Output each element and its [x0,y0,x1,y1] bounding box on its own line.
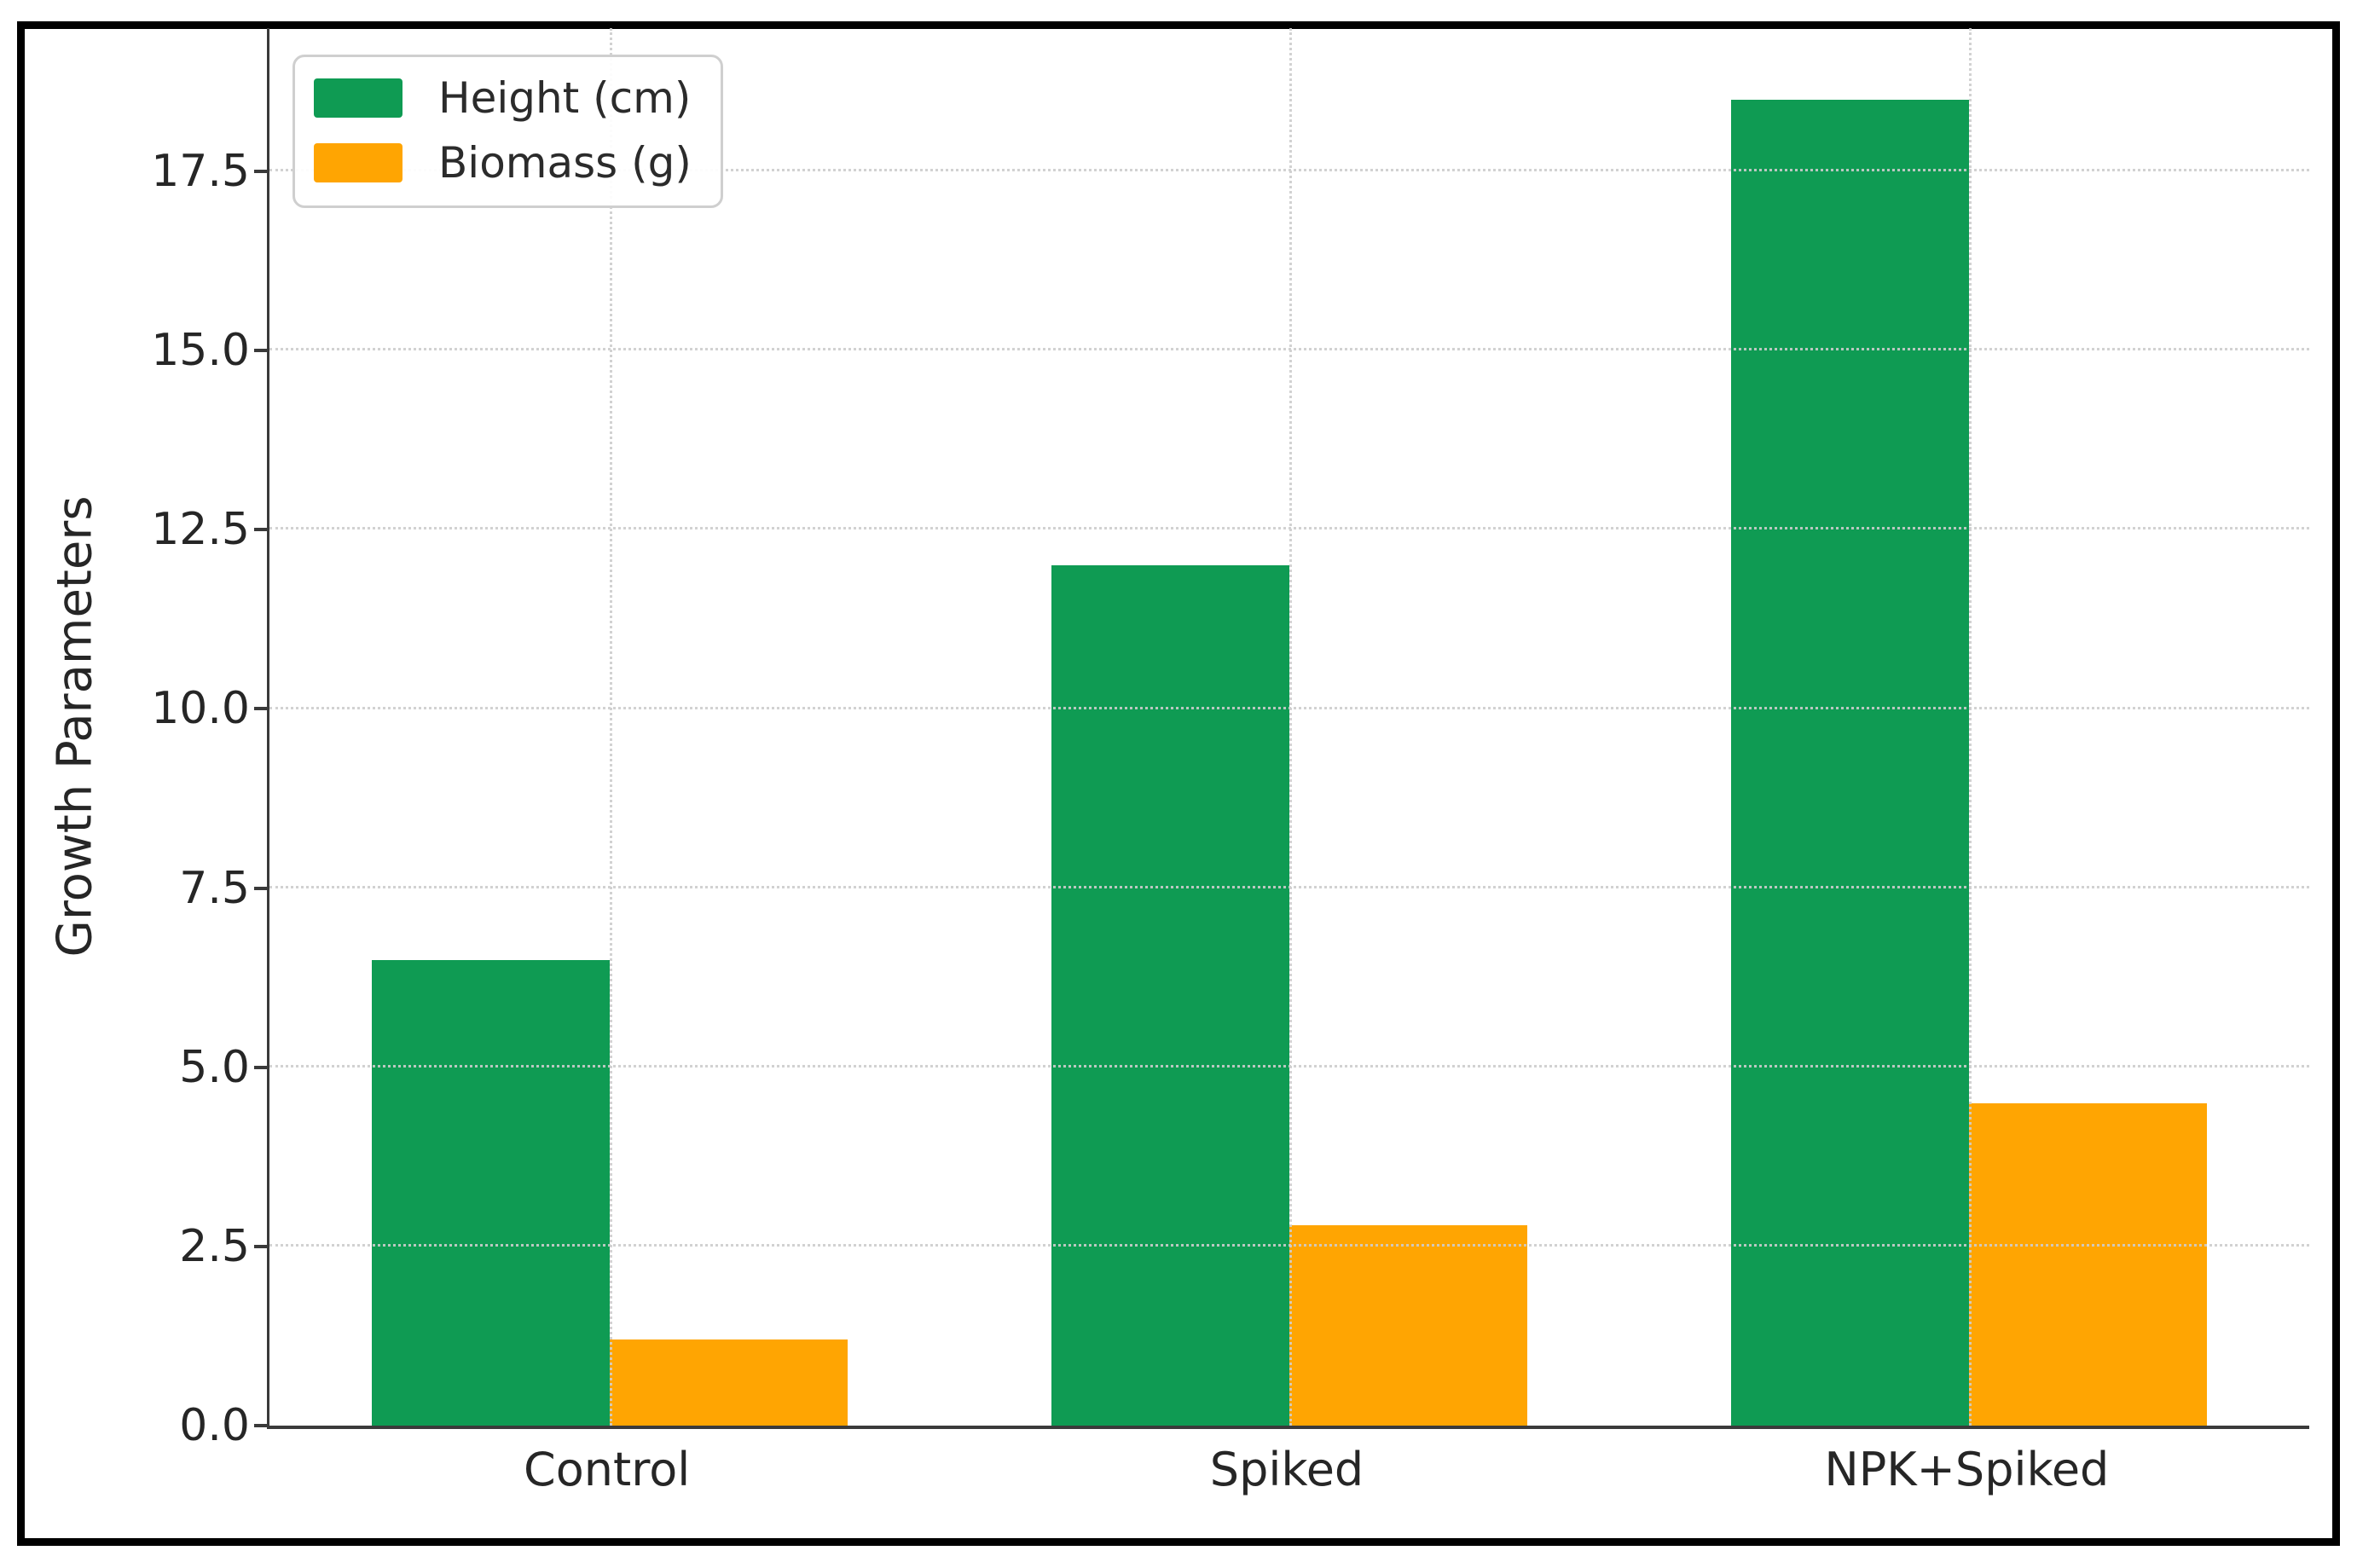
x-tick-label: NPK+Spiked [1824,1443,2110,1496]
legend-entry-height: Height (cm) [314,74,692,122]
legend-entry-biomass: Biomass (g) [314,139,692,187]
bar-biomass-g-spiked [1289,1224,1528,1426]
x-tick-label: Control [524,1443,691,1496]
y-tick-mark [254,170,268,174]
x-gridline [1289,28,1292,1426]
legend-label-height-cm: Height (cm) [438,73,692,123]
y-tick-label: 7.5 [179,862,250,914]
figure-border-frame [17,21,2340,1546]
y-tick-label: 0.0 [179,1400,250,1451]
bar-height-cm-spiked [1051,565,1289,1426]
legend-swatch-biomass-g [314,143,402,182]
y-tick-label: 5.0 [179,1041,250,1093]
y-tick-mark [254,349,268,353]
y-tick-label: 10.0 [151,683,250,735]
y-tick-mark [254,528,268,532]
y-tick-mark [254,1065,268,1069]
x-tick-label: Spiked [1209,1443,1364,1496]
y-tick-mark [254,886,268,890]
y-tick-label: 15.0 [151,325,250,377]
legend: Height (cm) Biomass (g) [292,55,723,208]
x-gridline [1969,28,1972,1426]
bar-biomass-g-control [609,1339,848,1426]
y-tick-mark [254,707,268,711]
plot-area [267,28,2309,1429]
y-tick-label: 12.5 [151,504,250,556]
y-tick-label: 2.5 [179,1220,250,1272]
legend-label-biomass-g: Biomass (g) [438,138,692,188]
legend-swatch-height-cm [314,78,402,118]
y-tick-mark [254,1424,268,1427]
bar-biomass-g-npk-spiked [1969,1102,2208,1426]
x-gridline [609,28,612,1426]
y-tick-label: 17.5 [151,146,250,198]
bar-height-cm-control [371,959,610,1426]
y-tick-mark [254,1244,268,1248]
bar-height-cm-npk-spiked [1731,100,1970,1426]
